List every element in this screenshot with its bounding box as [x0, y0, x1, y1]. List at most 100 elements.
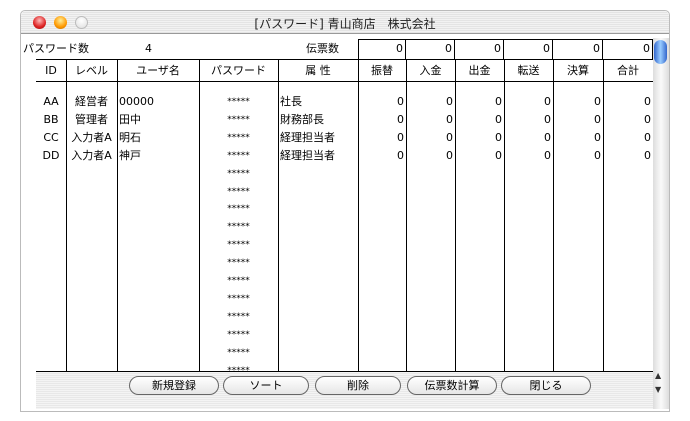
slip-total-deposit: 0 [406, 39, 455, 59]
cell-forward [504, 290, 553, 308]
table-row[interactable]: BB 管理者 田中 ***** 財務部長 0 0 0 0 0 0 [36, 111, 653, 129]
table-row[interactable]: DD 入力者A 神戸 ***** 経理担当者 0 0 0 0 0 0 [36, 147, 653, 165]
cell-withdrawal [455, 200, 504, 218]
button-bar: 新規登録 ソート 削除 伝票数計算 閉じる [36, 371, 653, 409]
cell-id [36, 200, 66, 218]
cell-user-name: 田中 [119, 112, 141, 126]
table-row[interactable]: ***** [36, 308, 653, 326]
title-bar[interactable]: [パスワード] 青山商店 株式会社 [21, 11, 669, 34]
cell-deposit: 0 [446, 112, 453, 126]
cell-settlement: 0 [594, 112, 601, 126]
cell-level: 経営者 [75, 95, 108, 108]
cell-transfer [358, 183, 406, 201]
column-header-transfer[interactable]: 振替 [371, 64, 393, 77]
zoom-icon[interactable] [75, 16, 88, 29]
table-row[interactable]: AA 経営者 00000 ***** 社長 0 0 0 0 0 0 [36, 93, 653, 111]
cell-password: ***** [227, 329, 250, 340]
cell-password: ***** [199, 362, 278, 380]
column-header-deposit[interactable]: 入金 [419, 64, 442, 77]
cell-attribute [278, 236, 358, 254]
cell-deposit [406, 236, 455, 254]
delete-button[interactable]: 削除 [315, 376, 401, 395]
cell-user-name [117, 218, 199, 236]
cell-attribute [278, 290, 358, 308]
cell-attribute: 経理担当者 [280, 148, 335, 162]
cell-password: ***** [227, 347, 250, 358]
cell-transfer: 0 [397, 130, 404, 144]
table-row[interactable]: ***** [36, 236, 653, 254]
minimize-icon[interactable] [54, 16, 67, 29]
column-header-id[interactable]: ID [45, 64, 57, 77]
password-count: 4 [145, 42, 152, 55]
cell-total [603, 308, 653, 326]
cell-password: ***** [227, 97, 250, 107]
column-header-level[interactable]: レベル [75, 64, 108, 77]
table-row[interactable]: ***** [36, 290, 653, 308]
cell-password: ***** [227, 293, 250, 304]
cell-settlement [553, 344, 603, 362]
column-divider [504, 60, 505, 371]
cell-attribute [278, 254, 358, 272]
scroll-thumb[interactable] [654, 40, 667, 64]
scrollbar[interactable]: ▲ ▼ [653, 38, 669, 409]
calculate-slips-button[interactable]: 伝票数計算 [407, 376, 497, 395]
table-row[interactable]: ***** [36, 183, 653, 201]
cell-user-name [117, 326, 199, 344]
cell-id [36, 344, 66, 362]
new-registration-button[interactable]: 新規登録 [129, 376, 219, 395]
table-row[interactable]: ***** [36, 218, 653, 236]
cell-password: ***** [227, 150, 250, 161]
close-icon[interactable] [33, 16, 46, 29]
cell-forward [504, 183, 553, 201]
cell-deposit: 0 [446, 130, 453, 144]
cell-transfer [358, 165, 406, 183]
cell-level [66, 218, 117, 236]
table-row[interactable]: ***** [36, 326, 653, 344]
column-header-withdrawal[interactable]: 出金 [468, 64, 491, 77]
arrow-up-icon[interactable]: ▲ [655, 371, 662, 380]
cell-password: ***** [227, 132, 250, 143]
cell-user-name [117, 272, 199, 290]
cell-forward [504, 200, 553, 218]
sort-button[interactable]: ソート [223, 376, 309, 395]
cell-forward: 0 [544, 148, 551, 162]
table-row[interactable]: ***** [36, 344, 653, 362]
cell-transfer [358, 344, 406, 362]
cell-attribute [278, 308, 358, 326]
table-row[interactable]: ***** [36, 200, 653, 218]
cell-attribute [278, 200, 358, 218]
cell-user-name [117, 236, 199, 254]
cell-id [36, 236, 66, 254]
cell-level [66, 200, 117, 218]
column-header-user-name[interactable]: ユーザ名 [136, 64, 180, 77]
table-row[interactable]: ***** [36, 272, 653, 290]
arrow-down-icon[interactable]: ▼ [655, 385, 662, 394]
cell-forward [504, 326, 553, 344]
table-row[interactable]: ***** [36, 254, 653, 272]
column-divider [358, 60, 359, 371]
cell-user-name [117, 344, 199, 362]
cell-user-name [117, 308, 199, 326]
column-divider [553, 60, 554, 371]
cell-password: ***** [227, 240, 250, 251]
cell-forward [504, 308, 553, 326]
column-header-settlement[interactable]: 決算 [567, 64, 589, 77]
cell-total: 0 [644, 95, 651, 108]
column-divider [117, 60, 118, 371]
close-button[interactable]: 閉じる [501, 376, 591, 395]
column-header-attribute[interactable]: 属 性 [305, 64, 331, 77]
cell-level [66, 308, 117, 326]
cell-id [36, 308, 66, 326]
table-row[interactable]: CC 入力者A 明石 ***** 経理担当者 0 0 0 0 0 0 [36, 129, 653, 147]
cell-transfer: 0 [397, 148, 404, 162]
column-header-password[interactable]: パスワード [211, 64, 266, 77]
column-header-forward[interactable]: 転送 [517, 64, 540, 77]
column-header-total[interactable]: 合計 [617, 64, 639, 77]
cell-level [66, 254, 117, 272]
cell-transfer [358, 200, 406, 218]
table-row[interactable]: ***** [36, 362, 653, 380]
table-row[interactable]: ***** [36, 165, 653, 183]
password-count-label: パスワード数 [23, 42, 89, 55]
cell-attribute [278, 326, 358, 344]
